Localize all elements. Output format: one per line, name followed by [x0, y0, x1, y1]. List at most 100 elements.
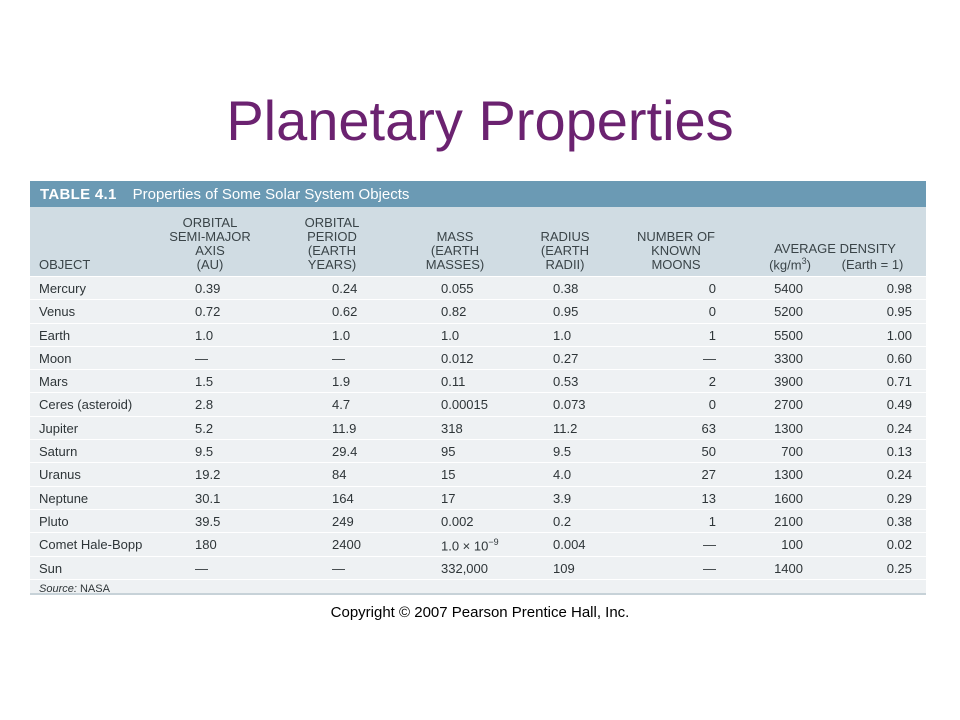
- cell-value: 27: [701, 467, 716, 483]
- cell-axis: 39.5: [195, 514, 220, 529]
- cell-value: 1.0: [195, 327, 214, 343]
- cell-object: Venus: [39, 304, 75, 319]
- cell-value: 39.5: [195, 513, 221, 529]
- cell-value: 50: [701, 444, 716, 460]
- header-density-kg-unit: (kg/m: [769, 257, 802, 272]
- source-value: NASA: [79, 582, 110, 595]
- cell-density-earth: 0.02: [887, 537, 912, 552]
- cell-value: 1.0: [332, 327, 351, 343]
- cell-density-earth: 1.00: [887, 328, 912, 343]
- cell-value: 249: [332, 513, 354, 529]
- cell-object: Ceres (asteroid): [39, 397, 132, 412]
- cell-value: 1.9: [332, 374, 351, 390]
- cell-mass: 1.0 × 10−9: [441, 537, 499, 553]
- cell-moons: 1: [709, 514, 716, 529]
- header-radius: RADIUS (EARTH RADII): [540, 229, 590, 272]
- cell-axis: 1.5: [195, 374, 213, 389]
- cell-value: 318: [441, 420, 463, 436]
- copyright-notice: Copyright © 2007 Pearson Prentice Hall, …: [330, 604, 630, 621]
- cell-value: 0.60: [886, 350, 912, 366]
- cell-axis: —: [195, 351, 208, 366]
- cell-density-earth: 0.49: [887, 397, 912, 412]
- cell-density-earth: 0.98: [887, 281, 912, 296]
- table-row: Pluto 39.5 249 0.002 0.2 1 2100 0.38: [30, 510, 926, 534]
- cell-value: Jupiter: [39, 420, 79, 436]
- cell-moons: 0: [709, 304, 716, 319]
- cell-object: Mars: [39, 374, 68, 389]
- cell-radius: 0.004: [553, 537, 586, 552]
- cell-period: 0.24: [332, 281, 357, 296]
- cell-exponent: −9: [488, 537, 499, 548]
- cell-value: 1300: [774, 467, 803, 483]
- cell-radius: 9.5: [553, 444, 571, 459]
- cell-value: 0.38: [553, 281, 579, 296]
- cell-value: 0.53: [553, 374, 579, 390]
- cell-radius: 0.95: [553, 304, 578, 319]
- cell-value: 11.9: [332, 420, 357, 436]
- cell-value: 30.1: [195, 490, 221, 506]
- cell-object: Pluto: [39, 514, 69, 529]
- cell-value: 0.2: [553, 513, 572, 529]
- cell-value: 0.95: [553, 304, 579, 320]
- header-moons: NUMBER OF KNOWN MOONS: [637, 229, 715, 272]
- cell-value: Venus: [39, 304, 76, 320]
- cell-value: Mercury: [39, 281, 86, 296]
- cell-value: 0.073: [553, 397, 586, 413]
- cell-moons: 2: [709, 374, 716, 389]
- cell-value: 100: [781, 537, 803, 553]
- slide-title: Planetary Properties: [226, 89, 734, 152]
- cell-axis: 1.0: [195, 328, 213, 343]
- cell-value: 0: [708, 281, 716, 296]
- table-header-row: OBJECT ORBITAL SEMI-MAJOR AXIS (AU) ORBI…: [30, 207, 926, 277]
- cell-density-kg: 3300: [774, 351, 803, 366]
- cell-value: 1: [708, 513, 716, 529]
- cell-mass: 0.055: [441, 281, 474, 296]
- cell-object: Saturn: [39, 444, 77, 459]
- table-row: Earth 1.0 1.0 1.0 1.0 1 5500 1.00: [30, 324, 926, 347]
- cell-value: 84: [332, 467, 347, 483]
- cell-moons: 1: [709, 328, 716, 343]
- cell-radius: 0.2: [553, 514, 571, 529]
- cell-radius: 0.53: [553, 374, 578, 389]
- cell-period: 1.9: [332, 374, 350, 389]
- source-label: Source:: [39, 582, 77, 595]
- cell-value: 0.24: [886, 420, 912, 436]
- cell-value: 5500: [774, 327, 803, 343]
- header-density-kg: (kg/m3): [755, 254, 825, 272]
- table-row: Uranus 19.2 84 15 4.0 27 1300 0.24: [30, 463, 926, 487]
- cell-value: 3.9: [553, 490, 572, 506]
- cell-value: 4.7: [332, 397, 351, 413]
- table-number: TABLE 4.1: [40, 185, 117, 203]
- cell-density-earth: 0.24: [887, 421, 912, 436]
- cell-value: 0.38: [886, 513, 912, 529]
- cell-moons: 0: [709, 281, 716, 296]
- cell-density-kg: 5500: [774, 328, 803, 343]
- cell-axis: 30.1: [195, 491, 220, 506]
- header-object: OBJECT: [39, 257, 91, 272]
- table-body: Mercury 0.39 0.24 0.055 0.38 0 5400 0.98 Venus 0.…: [30, 277, 926, 580]
- cell-period: 84: [332, 467, 346, 482]
- cell-value: Moon: [39, 350, 72, 366]
- cell-density-earth: 0.71: [887, 374, 912, 389]
- cell-density-kg: 700: [781, 444, 803, 459]
- cell-value: 1.0 × 10: [441, 538, 489, 554]
- cell-density-earth: 0.24: [887, 467, 912, 482]
- header-axis: ORBITAL SEMI-MAJOR AXIS (AU): [169, 215, 251, 272]
- header-density-earth: (Earth = 1): [841, 257, 904, 272]
- cell-axis: 180: [195, 537, 217, 552]
- cell-density-earth: 0.95: [887, 304, 912, 319]
- cell-value: 700: [781, 444, 803, 460]
- cell-density-earth: 0.38: [887, 514, 912, 529]
- cell-axis: 9.5: [195, 444, 213, 459]
- cell-radius: 0.27: [553, 351, 578, 366]
- cell-moons: 27: [702, 467, 716, 482]
- cell-value: 0.055: [441, 281, 474, 296]
- cell-value: Neptune: [39, 490, 89, 506]
- cell-value: Earth: [39, 327, 71, 343]
- cell-value: 109: [553, 560, 575, 576]
- cell-period: —: [332, 561, 345, 576]
- cell-density-kg: 2100: [774, 514, 803, 529]
- cell-value: 5400: [774, 281, 803, 296]
- cell-density-kg: 1600: [774, 491, 803, 506]
- cell-moons: —: [703, 561, 716, 576]
